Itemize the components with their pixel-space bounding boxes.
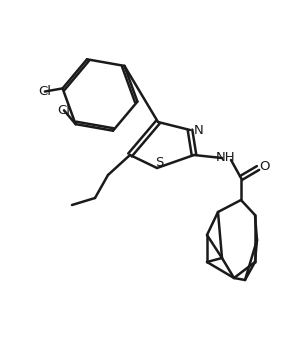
Text: S: S [155, 156, 163, 168]
Text: Cl: Cl [38, 85, 51, 98]
Text: N: N [194, 123, 204, 136]
Text: O: O [260, 159, 270, 172]
Text: NH: NH [216, 150, 236, 163]
Text: Cl: Cl [57, 104, 71, 117]
